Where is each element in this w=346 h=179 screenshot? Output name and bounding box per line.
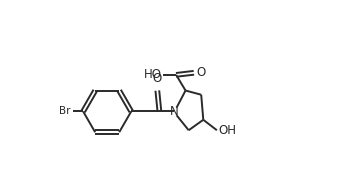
Text: OH: OH	[218, 124, 236, 137]
Text: O: O	[153, 72, 162, 85]
Text: O: O	[196, 66, 205, 79]
Text: N: N	[170, 105, 179, 118]
Text: Br: Br	[59, 107, 71, 117]
Text: HO: HO	[144, 68, 162, 81]
